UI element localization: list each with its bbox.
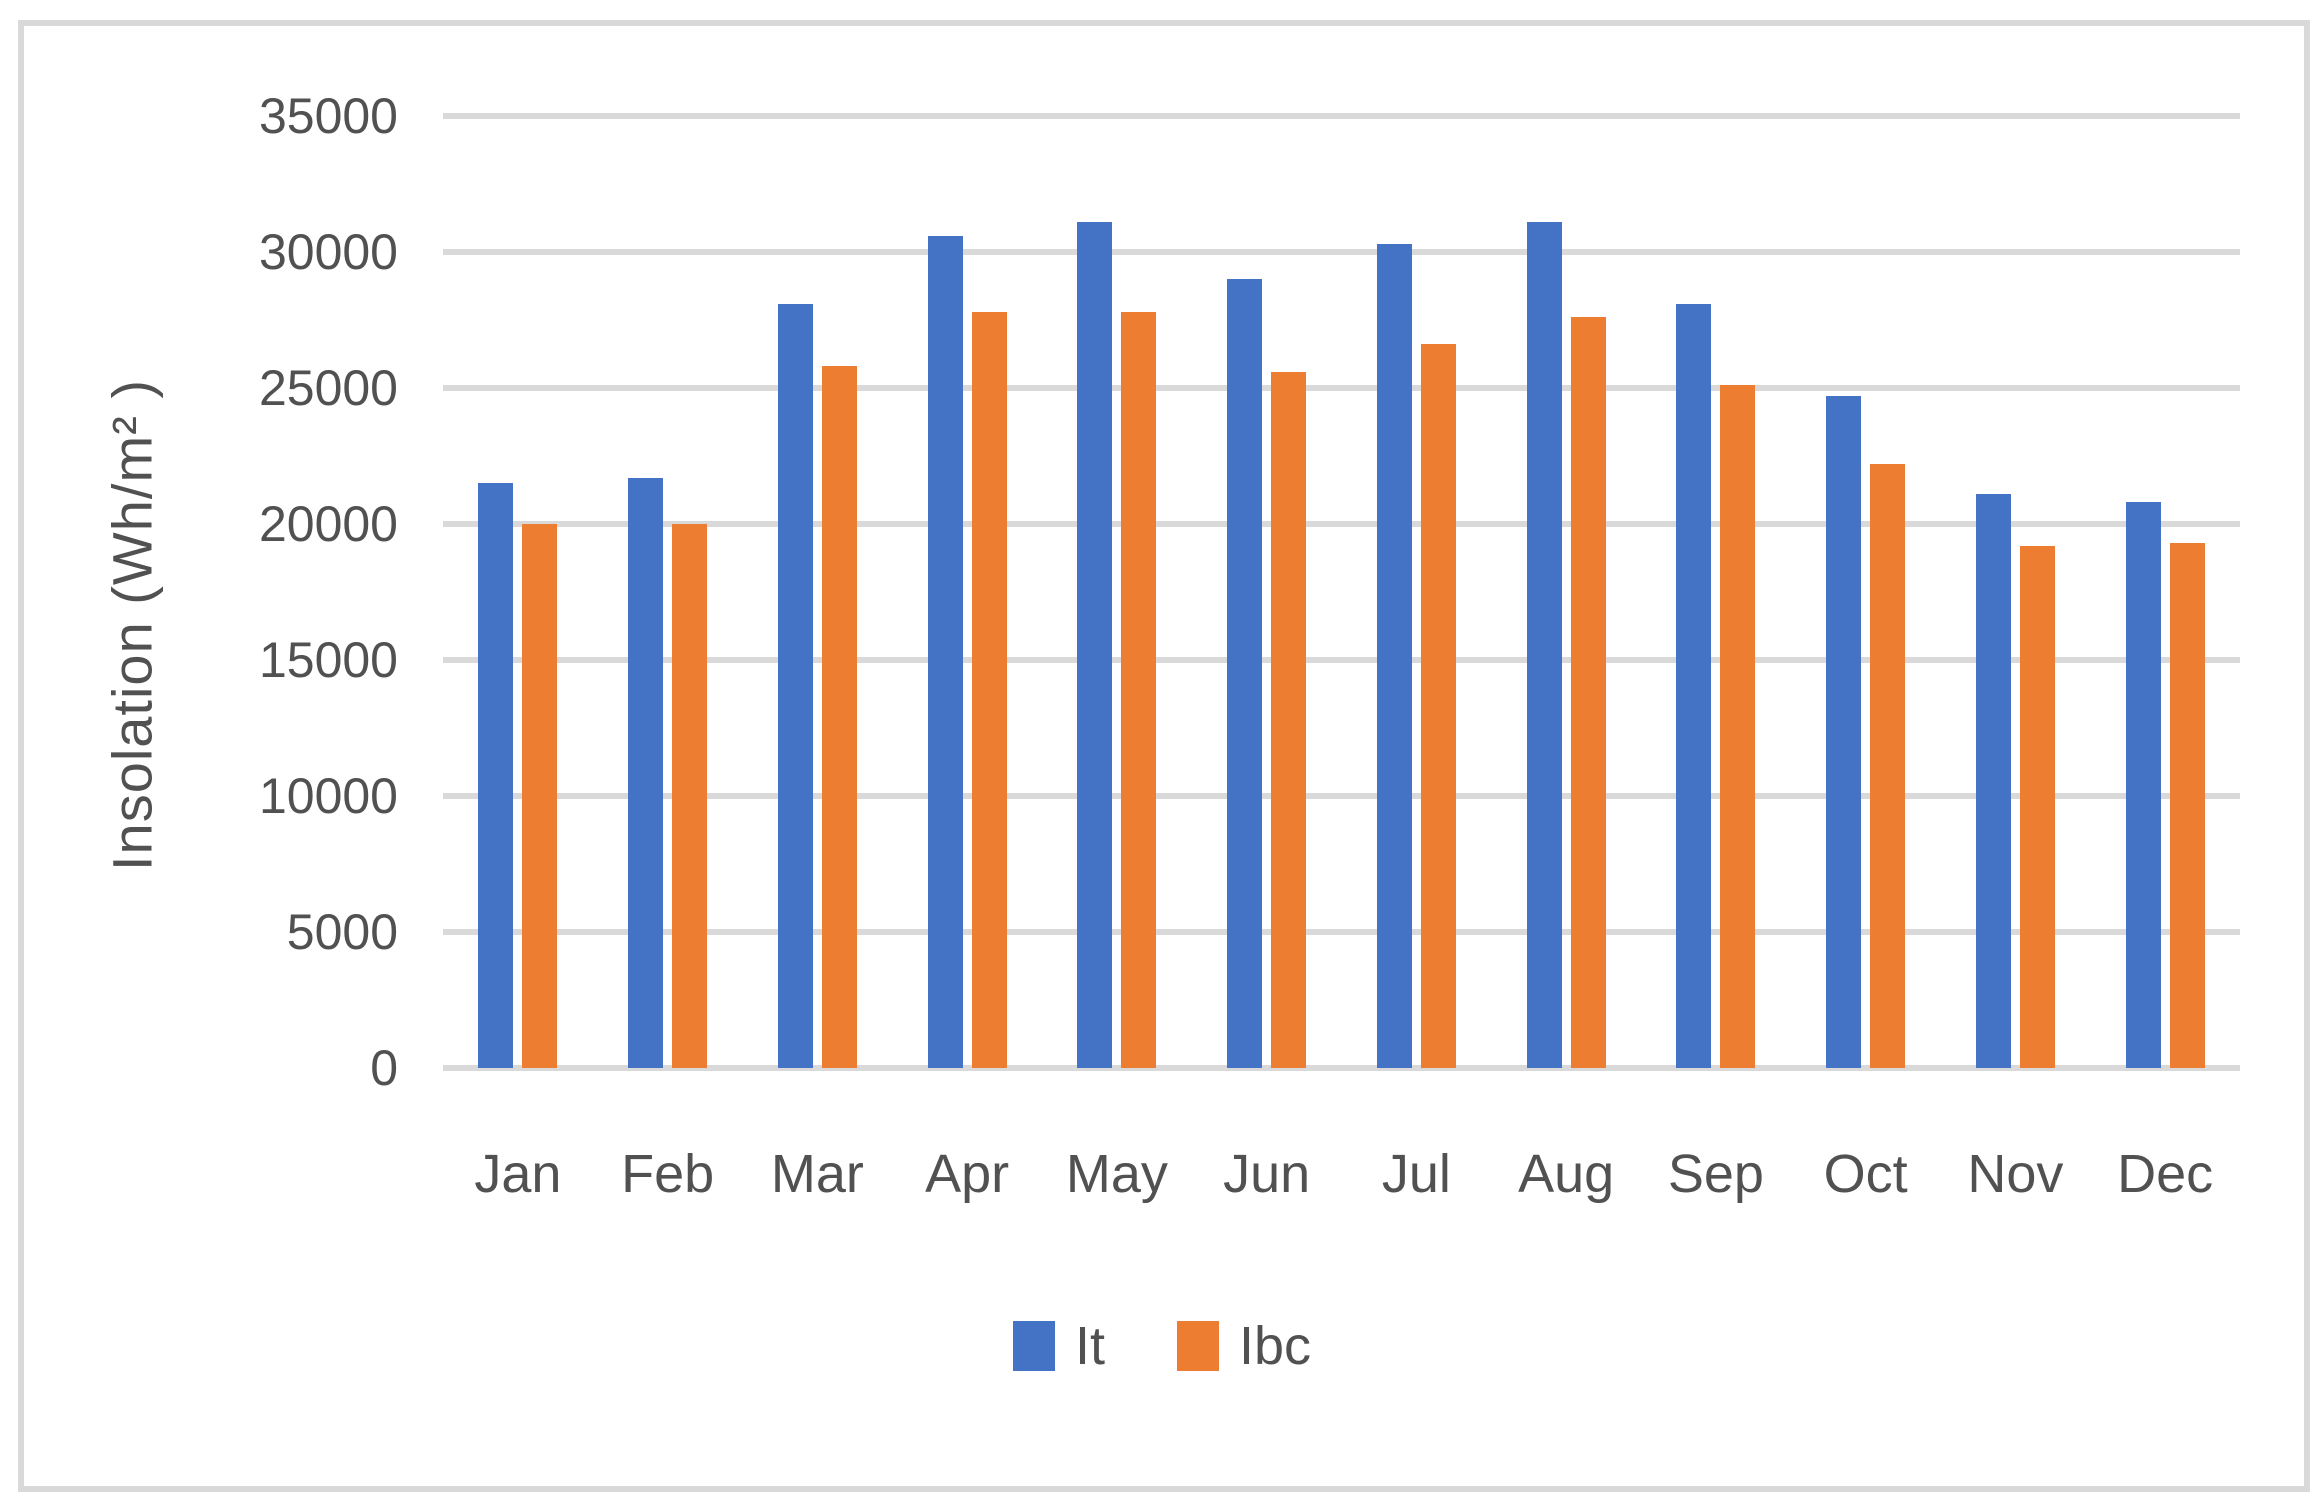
- bar-it-feb: [628, 477, 664, 1068]
- x-axis-label-jun: Jun: [1223, 1144, 1311, 1204]
- bar-it-nov: [1975, 494, 2011, 1068]
- gridline-5000: [443, 929, 2240, 935]
- legend: It Ibc: [0, 1316, 2324, 1376]
- bar-it-oct: [1826, 396, 1862, 1068]
- legend-item-it: It: [1012, 1316, 1105, 1376]
- x-axis-label-jul: Jul: [1381, 1144, 1451, 1204]
- bar-ibc-jul: [1420, 344, 1456, 1068]
- x-axis-label-feb: Feb: [621, 1144, 715, 1204]
- bar-it-jul: [1376, 243, 1412, 1068]
- bar-ibc-oct: [1870, 464, 1906, 1068]
- bar-it-may: [1077, 222, 1113, 1068]
- x-axis-label-nov: Nov: [1967, 1144, 2064, 1204]
- legend-label-it: It: [1074, 1316, 1105, 1376]
- gridline-0: [443, 1065, 2240, 1071]
- bar-ibc-mar: [821, 366, 857, 1068]
- legend-swatch-it: [1012, 1321, 1055, 1371]
- bar-ibc-apr: [971, 311, 1007, 1068]
- x-axis-label-sep: Sep: [1667, 1144, 1764, 1204]
- bar-it-apr: [927, 235, 963, 1068]
- legend-swatch-ibc: [1176, 1321, 1219, 1371]
- gridline-25000: [443, 385, 2240, 391]
- legend-label-ibc: Ibc: [1238, 1316, 1312, 1376]
- bar-ibc-may: [1121, 311, 1157, 1068]
- y-axis-title: Insolation (Wh/m² ): [100, 379, 164, 871]
- x-axis-label-jan: Jan: [474, 1144, 562, 1204]
- x-axis-label-mar: Mar: [770, 1144, 864, 1204]
- x-axis-label-aug: Aug: [1518, 1144, 1615, 1204]
- bar-ibc-sep: [1720, 385, 1756, 1068]
- y-tick-label-35000: 35000: [258, 88, 398, 144]
- y-tick-label-20000: 20000: [258, 496, 398, 552]
- x-axis-label-oct: Oct: [1823, 1144, 1908, 1204]
- gridline-20000: [443, 521, 2240, 527]
- bar-ibc-dec: [2169, 543, 2205, 1068]
- y-tick-label-0: 0: [370, 1040, 398, 1096]
- y-tick-label-10000: 10000: [258, 768, 398, 824]
- legend-item-ibc: Ibc: [1176, 1316, 1312, 1376]
- gridline-30000: [443, 249, 2240, 255]
- bar-ibc-nov: [2019, 545, 2055, 1068]
- gridline-10000: [443, 793, 2240, 799]
- bar-ibc-jan: [522, 524, 558, 1068]
- gridline-35000: [443, 113, 2240, 119]
- gridline-15000: [443, 657, 2240, 663]
- y-tick-label-30000: 30000: [258, 224, 398, 280]
- y-tick-label-15000: 15000: [258, 632, 398, 688]
- y-tick-label-5000: 5000: [286, 904, 398, 960]
- x-axis-label-dec: Dec: [2117, 1144, 2214, 1204]
- bar-it-jun: [1227, 279, 1263, 1068]
- bar-it-mar: [777, 303, 813, 1068]
- bar-it-aug: [1526, 222, 1562, 1068]
- bar-ibc-feb: [672, 524, 708, 1068]
- bar-it-jan: [478, 483, 514, 1068]
- x-axis-label-apr: Apr: [925, 1144, 1010, 1204]
- y-tick-label-25000: 25000: [258, 360, 398, 416]
- bar-it-dec: [2125, 502, 2161, 1068]
- x-axis-label-may: May: [1065, 1144, 1168, 1204]
- bar-it-sep: [1676, 303, 1712, 1068]
- bar-ibc-jun: [1271, 371, 1307, 1068]
- bar-ibc-aug: [1570, 317, 1606, 1068]
